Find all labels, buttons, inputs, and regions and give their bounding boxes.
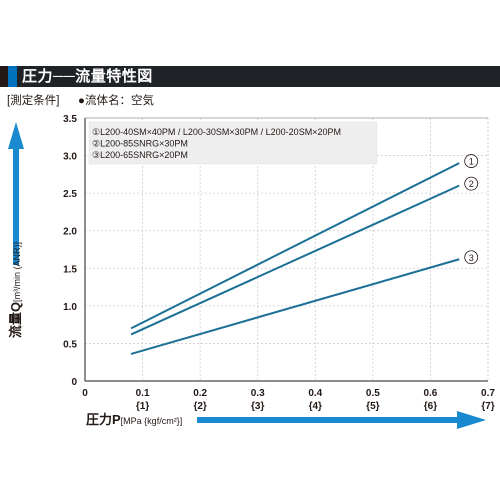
series-marker-circle bbox=[464, 176, 479, 191]
chart-title-bar: 圧力──流量特性図 bbox=[0, 66, 500, 87]
y-axis-title: 流量Q[m³/min (ANR)] bbox=[8, 220, 24, 360]
x-axis-title-text: 圧力P bbox=[86, 412, 121, 427]
series: 1 2 3 bbox=[130, 154, 479, 355]
series-line-3 bbox=[130, 258, 460, 355]
series-label-1: 1 bbox=[469, 157, 474, 167]
y-tick-label: 2.0 bbox=[63, 227, 77, 238]
series-line-2 bbox=[130, 184, 460, 336]
x-axis-title: 圧力P[MPa {kgf/cm²}] bbox=[86, 412, 182, 429]
condition-label: [測定条件] bbox=[7, 95, 60, 107]
y-tick-label: 3.5 bbox=[63, 114, 77, 125]
x-axis-arrow-head bbox=[457, 411, 486, 429]
y-axis-title-text: 流量Q bbox=[8, 301, 23, 339]
x-tick-sublabel: {4} bbox=[309, 401, 322, 412]
x-tick-label: 0.3 bbox=[251, 388, 265, 399]
series-label-2: 2 bbox=[469, 179, 474, 189]
legend: ①L200-40SM×40PM / L200-30SM×30PM / L200-… bbox=[88, 121, 378, 165]
legend-entry-3: ③L200-65SNRG×20PM bbox=[92, 150, 188, 160]
x-tick-sublabel: {7} bbox=[481, 401, 494, 412]
y-tick-label: 1.5 bbox=[63, 264, 77, 275]
legend-box bbox=[88, 121, 378, 165]
x-tick-label: 0.7 bbox=[481, 388, 495, 399]
x-tick-label: 0.5 bbox=[366, 388, 380, 399]
x-tick-label: 0.1 bbox=[136, 388, 150, 399]
title-background bbox=[17, 66, 500, 87]
title-accent-black bbox=[0, 66, 8, 87]
y-tick-label: 2.5 bbox=[63, 189, 77, 200]
y-tick-label: 1.0 bbox=[63, 302, 77, 313]
x-tick-sublabel: {6} bbox=[424, 401, 437, 412]
x-tick-label: 0 bbox=[82, 388, 88, 399]
x-tick-label: 0.6 bbox=[423, 388, 437, 399]
y-axis-arrow-shaft bbox=[13, 147, 19, 265]
series-label-3: 3 bbox=[469, 253, 474, 263]
y-tick-label: 3.0 bbox=[63, 152, 77, 163]
condition-fluid: ●流体名：空気 bbox=[78, 95, 154, 107]
x-axis-unit: [MPa {kgf/cm²}] bbox=[120, 416, 183, 426]
legend-entry-1: ①L200-40SM×40PM / L200-30SM×30PM / L200-… bbox=[92, 127, 341, 137]
axes bbox=[8, 117, 488, 429]
series-line-1 bbox=[130, 162, 460, 330]
x-tick-sublabel: {2} bbox=[193, 401, 206, 412]
y-tick-label: 0.5 bbox=[63, 339, 77, 350]
y-tick-label: 0 bbox=[71, 377, 77, 388]
y-axis-unit: [m³/min (ANR)] bbox=[12, 241, 22, 302]
y-axis-arrow-head bbox=[8, 122, 24, 149]
tick-labels: 0 0.5 1.0 1.5 2.0 2.5 3.0 3.5 0 0.1 {1} 0.2 {2} 0.3 {3… bbox=[63, 114, 495, 412]
series-marker-circle bbox=[464, 250, 479, 265]
x-tick-sublabel: {1} bbox=[136, 401, 149, 412]
x-axis-arrow-shaft bbox=[197, 417, 459, 423]
legend-entry-2: ②L200-85SNRG×30PM bbox=[92, 139, 188, 149]
series-marker-circle bbox=[464, 154, 479, 168]
x-tick-label: 0.4 bbox=[308, 388, 322, 399]
x-tick-sublabel: {5} bbox=[366, 401, 379, 412]
x-tick-sublabel: {3} bbox=[251, 401, 264, 412]
title-accent-blue bbox=[8, 66, 17, 87]
x-tick-label: 0.2 bbox=[193, 388, 207, 399]
chart-title: 圧力──流量特性図 bbox=[22, 68, 153, 85]
